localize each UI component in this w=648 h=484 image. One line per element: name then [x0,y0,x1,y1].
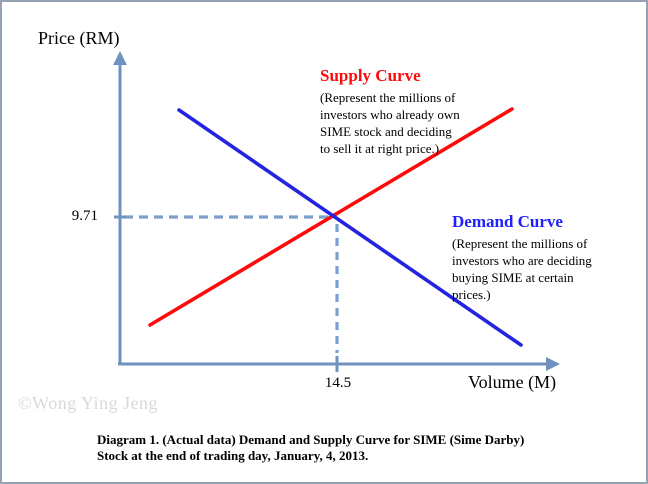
supply-curve-description: (Represent the millions of investors who… [320,89,490,157]
supply-curve-label: Supply Curve [320,66,421,85]
y-axis-arrowhead-icon [113,51,127,65]
equilibrium-volume-value: 14.5 [324,375,352,391]
x-axis-arrowhead-icon [546,357,560,371]
y-axis-label: Price (RM) [38,28,120,48]
demand-desc-line: buying SIME at certain [452,270,574,285]
watermark: ©Wong Ying Jeng [18,393,159,413]
supply-curve-annotation: Supply Curve (Represent the millions of … [320,66,490,157]
supply-desc-line: investors who already own [320,107,460,122]
x-axis-label: Volume (M) [468,372,557,392]
supply-desc-line: (Represent the millions of [320,90,456,105]
caption-line-2: Stock at the end of trading day, January… [97,448,369,463]
equilibrium-price-value: 9.71 [71,208,98,224]
supply-desc-line: to sell it at right price.) [320,141,440,156]
demand-desc-line: investors who are deciding [452,253,592,268]
supply-curve-line [148,107,514,327]
demand-desc-line: (Represent the millions of [452,236,588,251]
demand-curve-annotation: Demand Curve (Represent the millions of … [452,212,627,303]
demand-curve-description: (Represent the millions of investors who… [452,235,627,303]
demand-curve-label: Demand Curve [452,212,563,231]
supply-desc-line: SIME stock and deciding [320,124,452,139]
diagram-caption: Diagram 1. (Actual data) Demand and Supp… [97,432,557,464]
demand-curve-line [177,108,523,347]
caption-line-1: Diagram 1. (Actual data) Demand and Supp… [97,432,525,447]
demand-desc-line: prices.) [452,287,491,302]
